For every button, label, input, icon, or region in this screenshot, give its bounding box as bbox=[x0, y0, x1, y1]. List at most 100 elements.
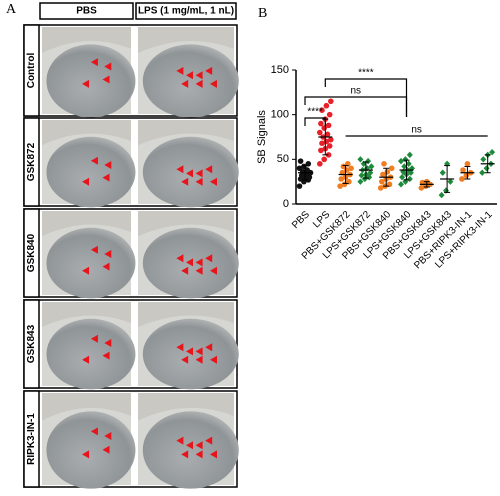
data-point bbox=[296, 165, 303, 172]
data-point bbox=[326, 143, 333, 149]
embryo-body bbox=[138, 393, 234, 421]
data-point bbox=[361, 175, 368, 183]
arrowhead bbox=[195, 177, 203, 186]
column-header: LPS (1 mg/mL, 1 nL) bbox=[138, 6, 234, 17]
data-point bbox=[380, 171, 386, 178]
data-point bbox=[326, 111, 333, 118]
arrowhead bbox=[181, 79, 189, 88]
data-point bbox=[459, 176, 465, 182]
row-label: GSK840 bbox=[26, 233, 37, 272]
significance-bracket bbox=[324, 78, 408, 117]
yolk bbox=[46, 44, 136, 118]
data-point bbox=[321, 156, 328, 163]
arrowhead bbox=[195, 258, 203, 267]
arrowhead bbox=[205, 254, 213, 263]
data-point bbox=[406, 175, 413, 183]
arrowhead bbox=[181, 266, 189, 275]
data-point bbox=[348, 165, 354, 172]
arrowhead bbox=[186, 169, 193, 178]
arrowhead bbox=[176, 165, 184, 174]
arrowhead bbox=[186, 441, 193, 450]
data-point bbox=[439, 169, 446, 176]
row-label: RIPK3-IN-1 bbox=[26, 413, 37, 465]
panel-letter: A bbox=[6, 2, 17, 17]
arrowhead bbox=[90, 427, 98, 436]
x-tick-label: PBS bbox=[290, 209, 312, 231]
significance-label: **** bbox=[358, 68, 374, 79]
arrowhead bbox=[205, 436, 213, 445]
arrowhead bbox=[82, 266, 90, 275]
column-header-box bbox=[135, 2, 237, 20]
arrowhead bbox=[104, 339, 112, 347]
row-label-box bbox=[23, 390, 40, 488]
y-tick-label: 100 bbox=[271, 109, 289, 121]
data-point bbox=[379, 178, 385, 185]
data-point bbox=[407, 169, 414, 176]
arrowhead bbox=[90, 58, 98, 67]
y-tick-label: 0 bbox=[283, 198, 289, 210]
row-label: Control bbox=[26, 53, 37, 89]
embryo-body bbox=[138, 120, 234, 146]
arrowhead bbox=[205, 66, 213, 75]
panel-a: PBS LPS (1 mg/mL, 1 nL) Control GSK872 GSK84… bbox=[23, 2, 239, 489]
arrowhead bbox=[90, 156, 98, 165]
significance-bracket bbox=[304, 96, 408, 117]
arrowhead bbox=[195, 450, 203, 459]
data-point bbox=[319, 140, 325, 147]
arrowhead bbox=[102, 351, 110, 360]
arrowhead bbox=[195, 79, 203, 88]
data-point bbox=[447, 178, 454, 185]
column-header: PBS bbox=[76, 6, 97, 17]
embryo-body bbox=[42, 302, 131, 328]
data-point bbox=[388, 165, 395, 172]
significance-label: ns bbox=[350, 86, 361, 97]
data-point bbox=[328, 136, 334, 143]
panel-letter: B bbox=[258, 6, 267, 21]
data-point bbox=[358, 172, 365, 179]
data-point bbox=[364, 165, 370, 172]
arrowhead bbox=[176, 254, 184, 263]
embryo-body bbox=[42, 211, 131, 237]
data-point bbox=[418, 185, 425, 191]
row-label-box bbox=[23, 117, 40, 207]
arrowhead bbox=[104, 62, 112, 71]
data-point bbox=[319, 107, 325, 113]
yolk bbox=[46, 411, 136, 489]
row-label-box bbox=[23, 208, 40, 298]
embryo-body bbox=[42, 120, 131, 146]
yolk bbox=[46, 136, 136, 208]
row-label-box bbox=[23, 24, 40, 117]
y-tick-label: 50 bbox=[277, 153, 289, 165]
data-point bbox=[304, 167, 311, 173]
embryo-body bbox=[138, 27, 234, 54]
y-tick-label: 150 bbox=[271, 64, 289, 76]
data-point bbox=[296, 183, 303, 189]
column-header-box bbox=[39, 2, 134, 20]
data-point bbox=[398, 157, 404, 165]
data-point bbox=[337, 183, 343, 189]
data-point bbox=[297, 158, 304, 164]
yolk bbox=[46, 318, 136, 390]
arrowhead bbox=[186, 347, 193, 356]
arrowhead bbox=[195, 355, 203, 364]
arrowhead bbox=[104, 250, 112, 258]
arrowhead bbox=[210, 355, 217, 364]
data-point bbox=[325, 152, 332, 158]
data-point bbox=[324, 131, 331, 138]
arrowhead bbox=[186, 71, 193, 80]
data-point bbox=[401, 163, 408, 170]
data-point bbox=[409, 165, 415, 172]
data-point bbox=[381, 161, 387, 167]
arrowhead bbox=[195, 347, 203, 356]
arrowhead bbox=[205, 165, 213, 174]
data-point bbox=[479, 169, 486, 176]
yolk bbox=[46, 227, 136, 299]
data-point bbox=[365, 157, 372, 165]
data-point bbox=[399, 174, 406, 181]
embryo-body bbox=[138, 211, 234, 237]
arrowhead bbox=[205, 343, 213, 352]
yolk bbox=[142, 411, 239, 489]
data-point bbox=[398, 181, 404, 188]
